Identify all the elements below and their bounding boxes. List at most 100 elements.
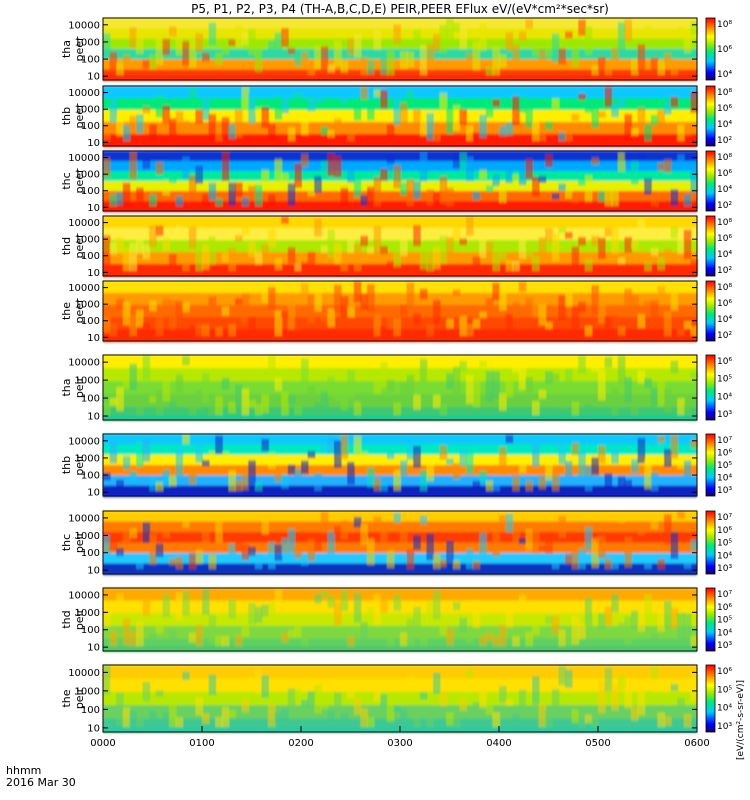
- y-tick-label: 10000: [68, 283, 100, 294]
- panel-instrument-label: peer: [73, 36, 86, 62]
- colorbar-tick-label: 10⁸: [717, 20, 732, 30]
- panel-probe-label: tha: [60, 378, 73, 396]
- panel-thb-peir: 10 100 1000 10000 thb peir 10³ 10⁴ 10⁵ 10⁶ 10⁷: [60, 433, 732, 499]
- y-tick-label: 100: [81, 625, 100, 636]
- y-tick-label: 1000: [75, 37, 100, 48]
- colorbar-tick-label: 10²: [717, 201, 732, 211]
- y-tick-label: 10000: [68, 358, 100, 369]
- colorbar-tick-label: 10⁵: [717, 461, 732, 471]
- y-tick-label: 1000: [75, 686, 100, 697]
- y-tick-label: 10: [87, 333, 100, 344]
- panel-frame: [102, 215, 698, 277]
- spectrogram-fill: [103, 86, 698, 147]
- panel-instrument-label: peir: [73, 531, 86, 553]
- colorbar-tick-label: 10⁵: [717, 539, 732, 549]
- panel-frame: [102, 510, 698, 575]
- panel-thd-peir: 10 100 1000 10000 thd peir 10³ 10⁴ 10⁵ 10⁶ 10⁷: [60, 587, 732, 654]
- x-tick-label: 0500: [585, 738, 610, 749]
- y-tick-label: 1000: [75, 453, 100, 464]
- y-tick-label: 1000: [75, 531, 100, 542]
- spectrogram-fill: [103, 511, 698, 575]
- y-tick-label: 10000: [68, 218, 100, 229]
- y-tick-label: 1000: [75, 105, 100, 116]
- y-tick-label: 100: [81, 471, 100, 482]
- colorbar-tick-label: 10⁴: [717, 392, 732, 402]
- colorbar: [705, 433, 716, 497]
- colorbar-tick-label: 10³: [717, 486, 732, 496]
- panel-frame: [102, 433, 698, 497]
- colorbar: [705, 587, 716, 652]
- colorbar-tick-label: 10⁸: [717, 283, 732, 293]
- panel-thc-peer: 10 100 1000 10000 thc peer 10² 10⁴ 10⁶ 10⁸: [60, 150, 732, 214]
- y-tick-label: 10: [87, 488, 100, 499]
- colorbar-tick-label: 10⁵: [717, 685, 732, 695]
- panel-instrument-label: peer: [73, 168, 86, 194]
- y-tick-label: 10: [87, 566, 100, 577]
- y-tick-label: 10: [87, 72, 100, 83]
- y-tick-label: 1000: [75, 170, 100, 181]
- spectrogram-fill: [103, 151, 698, 212]
- colorbar-tick-label: 10³: [717, 722, 732, 732]
- colorbar-tick-label: 10³: [717, 410, 732, 420]
- panel-probe-label: tha: [60, 40, 73, 58]
- y-tick-label: 10000: [68, 20, 100, 31]
- spectrogram-fill: [103, 216, 698, 277]
- spectrogram-fill: [103, 355, 698, 421]
- panel-instrument-label: peir: [73, 376, 86, 398]
- colorbar-tick-label: 10⁸: [717, 153, 732, 163]
- colorbar-tick-label: 10³: [717, 564, 732, 574]
- colorbar-tick-label: 10⁴: [717, 704, 732, 714]
- colorbar: [705, 215, 716, 277]
- y-tick-label: 1000: [75, 376, 100, 387]
- panel-frame: [102, 280, 698, 342]
- panel-thc-peir: 10 100 1000 10000 thc peir 10³ 10⁴ 10⁵ 10⁶ 10⁷: [60, 510, 732, 577]
- panel-probe-label: thc: [60, 172, 73, 189]
- panel-tha-peer: 10 100 1000 10000 tha peer 10⁴ 10⁶ 10⁸: [60, 17, 732, 83]
- panel-frame: [102, 17, 698, 81]
- colorbar-tick-label: 10⁴: [717, 250, 732, 260]
- time-axis-label: hhmm: [6, 764, 41, 777]
- panel-frame: [102, 85, 698, 147]
- colorbar-tick-label: 10⁴: [717, 70, 732, 80]
- y-tick-label: 10: [87, 203, 100, 214]
- colorbar-tick-label: 10³: [717, 641, 732, 651]
- y-tick-label: 100: [81, 55, 100, 66]
- colorbar-tick-label: 10⁴: [717, 628, 732, 638]
- y-tick-label: 1000: [75, 235, 100, 246]
- panel-the-peer: 10 100 1000 10000 the peer 10² 10⁴ 10⁶ 10⁸: [60, 280, 732, 344]
- panel-thb-peer: 10 100 1000 10000 thb peer 10² 10⁴ 10⁶ 10⁸: [60, 85, 732, 149]
- panel-probe-label: thc: [60, 534, 73, 551]
- spectrogram-fill: [103, 588, 698, 652]
- panel-thd-peer: 10 100 1000 10000 thd peer 10² 10⁴ 10⁶ 10⁸: [60, 215, 732, 279]
- spectrogram-fill: [103, 281, 698, 342]
- colorbar-tick-label: 10⁸: [717, 88, 732, 98]
- colorbar-tick-label: 10⁵: [717, 616, 732, 626]
- colorbar: [705, 280, 716, 342]
- x-tick-label: 0300: [387, 738, 412, 749]
- panel-instrument-label: peer: [73, 233, 86, 259]
- panel-instrument-label: peer: [73, 103, 86, 129]
- colorbar-tick-label: 10⁴: [717, 315, 732, 325]
- y-tick-label: 10: [87, 643, 100, 654]
- y-tick-label: 10: [87, 412, 100, 423]
- colorbar: [705, 664, 716, 733]
- colorbar-tick-label: 10⁵: [717, 375, 732, 385]
- colorbar-tick-label: 10⁶: [717, 169, 732, 179]
- spectrogram-fill: [103, 434, 698, 497]
- y-tick-label: 100: [81, 548, 100, 559]
- panel-instrument-label: peer: [73, 298, 86, 324]
- colorbar-tick-label: 10²: [717, 136, 732, 146]
- colorbar-tick-label: 10²: [717, 266, 732, 276]
- colorbar-tick-label: 10⁶: [717, 45, 732, 55]
- colorbar-tick-label: 10⁶: [717, 667, 732, 677]
- colorbar: [705, 510, 716, 575]
- panel-probe-label: thb: [60, 456, 73, 474]
- panel-probe-label: thb: [60, 107, 73, 125]
- y-tick-label: 10: [87, 268, 100, 279]
- x-tick-label: 0200: [288, 738, 313, 749]
- colorbar-tick-label: 10⁶: [717, 526, 732, 536]
- y-tick-label: 10000: [68, 513, 100, 524]
- x-tick-label: 0000: [90, 738, 115, 749]
- colorbar-tick-label: 10⁶: [717, 357, 732, 367]
